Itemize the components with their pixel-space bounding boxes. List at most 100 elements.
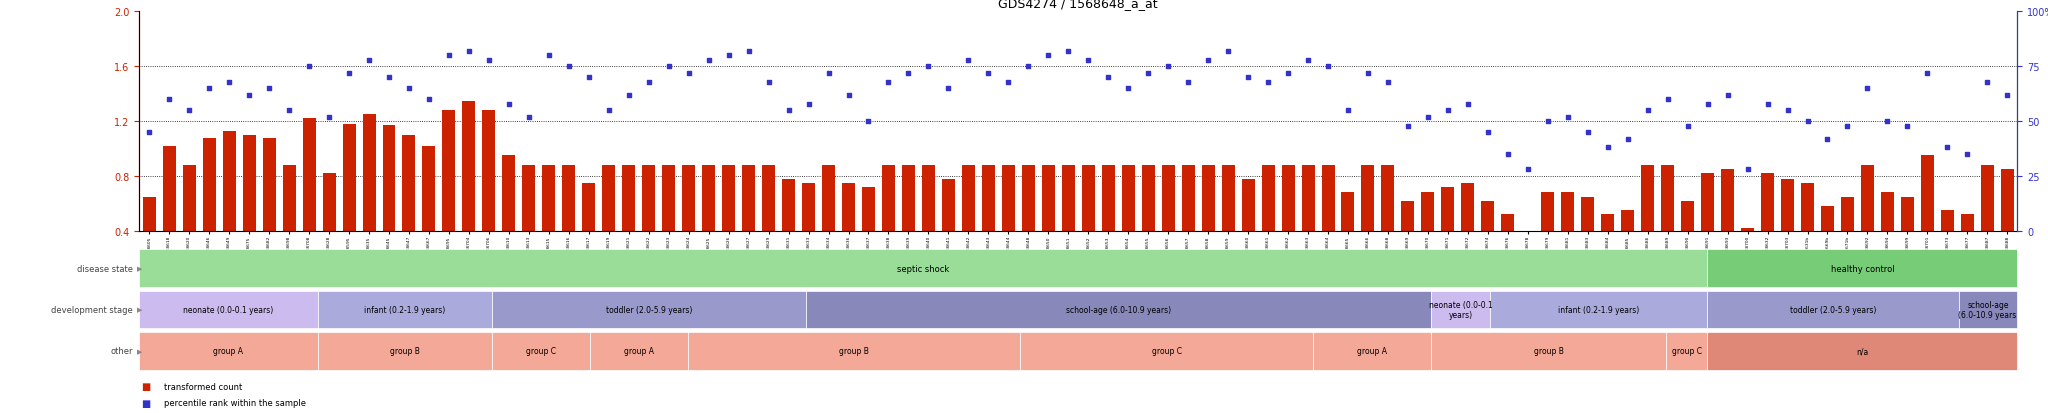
Point [432,53,465,59]
Bar [1921,156,1933,286]
Bar [1341,193,1354,286]
Point [1552,114,1585,121]
Bar [262,138,276,286]
Bar [403,135,416,286]
Point [1511,167,1544,173]
Point [932,86,965,93]
Text: group C: group C [526,347,557,356]
Bar [422,147,436,286]
Point [692,57,725,64]
Point [1991,92,2023,99]
Bar [1362,166,1374,286]
Bar [1481,201,1495,286]
Bar [582,183,596,286]
Bar [1042,166,1055,286]
Point [893,70,926,77]
Bar [1708,250,2017,287]
Bar [1081,166,1096,286]
Point [872,79,905,86]
Bar [688,332,1020,370]
Text: infant (0.2-1.9 years): infant (0.2-1.9 years) [365,305,446,314]
Bar [821,166,836,286]
Bar [1581,197,1593,286]
Bar [1761,174,1774,286]
Bar [463,101,475,286]
Bar [1782,179,1794,286]
Text: group B: group B [389,347,420,356]
Point [1192,57,1225,64]
Bar [2001,170,2013,286]
Point [1772,108,1804,114]
Point [193,86,225,93]
Point [272,108,305,114]
Point [1931,145,1964,152]
Text: group C: group C [1671,347,1702,356]
Text: ▶: ▶ [137,307,143,313]
Bar [502,156,516,286]
Point [831,92,864,99]
Bar [662,166,676,286]
Bar [741,166,756,286]
Bar [1640,166,1655,286]
Bar [1262,166,1274,286]
Point [532,53,565,59]
Point [1810,136,1843,142]
Bar [623,166,635,286]
Bar [1821,206,1833,286]
Text: percentile rank within the sample: percentile rank within the sample [164,398,305,407]
Bar [1960,215,1974,286]
Point [1171,79,1204,86]
Point [1872,119,1905,125]
Bar [1681,201,1694,286]
Point [991,79,1024,86]
Bar [1702,174,1714,286]
Text: group B: group B [840,347,868,356]
Text: ■: ■ [141,381,152,391]
Text: ▶: ▶ [137,266,143,271]
Bar [1708,332,2017,370]
Bar [139,291,317,328]
Bar [1841,197,1853,286]
Bar [303,119,315,286]
Point [1751,101,1784,108]
Point [752,79,784,86]
Bar [1401,201,1415,286]
Bar [762,166,774,286]
Point [252,86,285,93]
Point [352,57,385,64]
Point [473,57,506,64]
Bar [1432,332,1667,370]
Bar [182,166,197,286]
Bar [702,166,715,286]
Point [1851,86,1884,93]
Bar [342,125,356,286]
Bar [1161,166,1176,286]
Bar [1442,188,1454,286]
Text: toddler (2.0-5.9 years): toddler (2.0-5.9 years) [606,305,692,314]
Text: disease state: disease state [78,264,133,273]
Bar [242,135,256,286]
Bar [143,197,156,286]
Point [1432,108,1464,114]
Bar [203,138,215,286]
Bar [1661,166,1673,286]
Bar [483,111,496,286]
Bar [901,166,915,286]
Point [1970,79,2003,86]
Bar [963,166,975,286]
Bar [1221,166,1235,286]
Bar [1182,166,1194,286]
Point [592,108,625,114]
Point [1272,70,1305,77]
Text: group B: group B [1534,347,1565,356]
Point [911,64,944,71]
Bar [1720,170,1735,286]
Point [1151,64,1184,71]
Point [1092,75,1124,81]
Title: GDS4274 / 1568648_a_at: GDS4274 / 1568648_a_at [999,0,1157,10]
Point [412,97,444,103]
Point [313,114,346,121]
Point [772,108,805,114]
Bar [1313,332,1432,370]
Bar [1741,228,1753,286]
